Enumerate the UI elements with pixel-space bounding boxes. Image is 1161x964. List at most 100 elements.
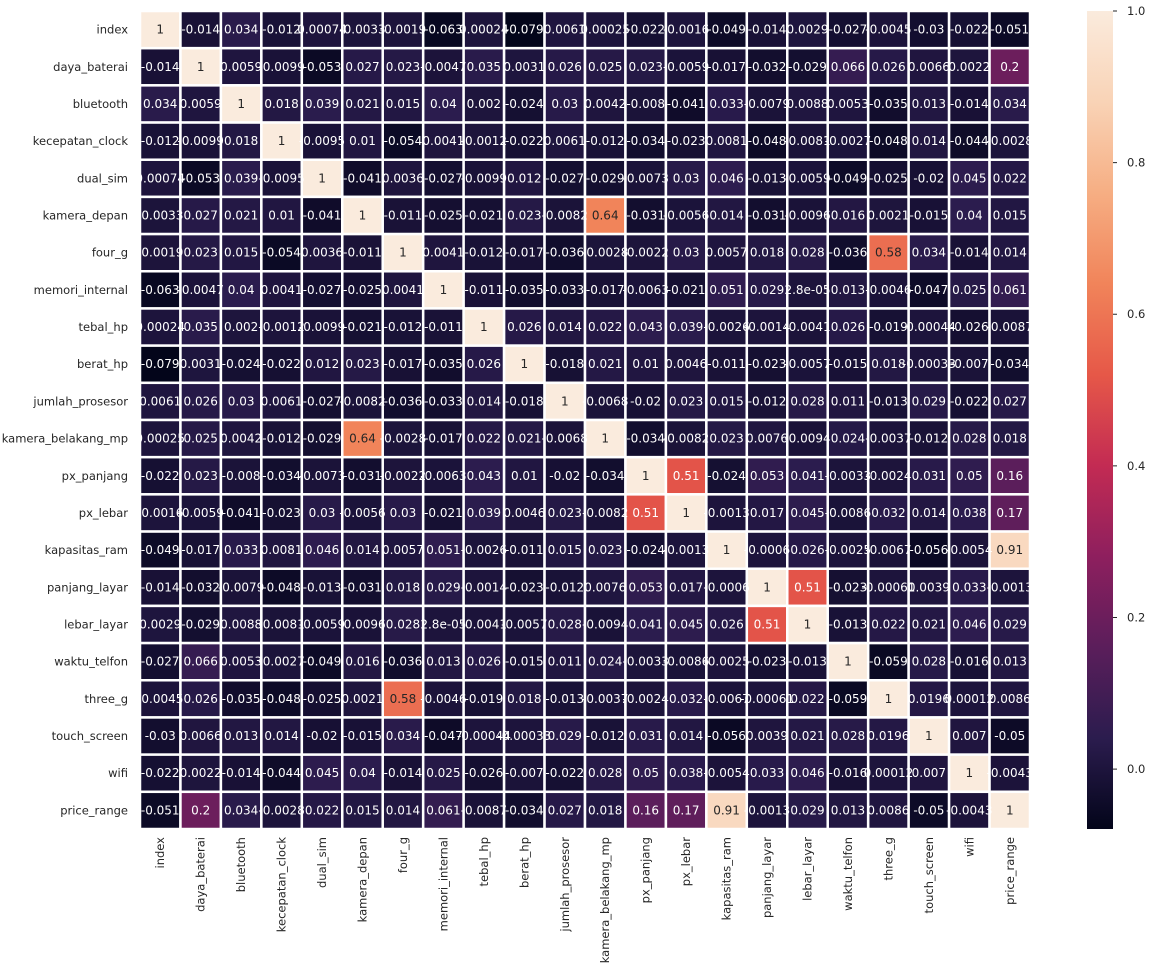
cell-annotation: -0.0022	[380, 469, 426, 483]
x-tick-label: dual_sim	[315, 837, 329, 888]
heatmap-cell	[421, 790, 465, 831]
cell-annotation: -0.048	[262, 692, 301, 706]
cell-annotation: -0.0057	[501, 618, 547, 632]
cell-annotation: -0.022	[950, 394, 989, 408]
heatmap-cell	[866, 641, 910, 682]
heatmap-cell	[826, 530, 870, 570]
cell-annotation: -0.034	[586, 469, 625, 483]
cell-annotation: 0.029	[790, 803, 824, 817]
cell-annotation: -0.059	[829, 692, 868, 706]
cell-annotation: 0.03	[673, 246, 700, 260]
heatmap-cell	[745, 716, 789, 756]
colorbar: 0.0 0.2 0.4 0.6 0.8 1.0	[1087, 4, 1145, 829]
cell-annotation: -0.023	[748, 357, 787, 371]
cell-annotation: 1	[359, 209, 367, 223]
cell-annotation: -0.05	[994, 729, 1025, 743]
heatmap-cell	[705, 530, 749, 570]
cell-annotation: -0.013	[869, 394, 908, 408]
colorbar-tick-label: 1.0	[1127, 4, 1145, 18]
cell-annotation: 0.023	[507, 209, 541, 223]
heatmap-cell	[543, 307, 587, 347]
cell-annotation: -0.027	[424, 171, 463, 185]
heatmap-cell	[664, 493, 708, 533]
cell-annotation: -0.0016	[137, 506, 183, 520]
cell-annotation: 0.033	[750, 766, 784, 780]
cell-annotation: -0.023	[667, 134, 706, 148]
heatmap-cell	[786, 493, 829, 533]
cell-annotation: 1	[237, 97, 245, 111]
cell-annotation: -0.007	[505, 766, 544, 780]
cell-annotation: -0.014	[748, 23, 787, 37]
heatmap-cell	[300, 679, 344, 719]
heatmap-cell	[300, 567, 344, 608]
y-tick-label: daya_baterai	[53, 60, 128, 74]
x-tick-label: three_g	[881, 837, 895, 880]
cell-annotation: -0.0027	[825, 134, 871, 148]
cell-annotation: -0.00033	[497, 729, 551, 743]
cell-annotation: -0.0094	[784, 432, 830, 446]
cell-annotation: 0.028	[790, 246, 824, 260]
cell-annotation: 0.0059	[180, 97, 222, 111]
cell-annotation: -0.0026	[703, 320, 749, 334]
cell-annotation: -0.025	[869, 171, 908, 185]
cell-annotation: -0.012	[545, 580, 584, 594]
cell-annotation: 0.0061	[544, 134, 586, 148]
cell-annotation: 0.013	[831, 803, 865, 817]
heatmap-cell	[988, 567, 1032, 608]
heatmap-cell	[421, 530, 465, 570]
cell-annotation: 0.028	[790, 394, 824, 408]
cell-annotation: 0.046	[709, 171, 743, 185]
cell-annotation: -0.013	[788, 655, 827, 669]
cell-annotation: 0.002	[467, 97, 501, 111]
cell-annotation: -0.026	[465, 766, 504, 780]
cell-annotation: -0.012	[586, 134, 625, 148]
heatmap-cell	[260, 84, 304, 124]
cell-annotation: -0.079	[505, 23, 544, 37]
cell-annotation: -0.021	[465, 209, 504, 223]
cell-annotation: -0.044	[950, 134, 989, 148]
heatmap-cell	[421, 418, 465, 459]
y-tick-label: bluetooth	[73, 97, 128, 111]
cell-annotation: -0.0026	[461, 543, 507, 557]
cell-annotation: -0.0041	[461, 618, 507, 632]
cell-annotation: -0.031	[626, 209, 665, 223]
heatmap-cell	[421, 344, 465, 385]
cell-annotation: -0.015	[829, 357, 868, 371]
cell-annotation: -0.0028	[380, 432, 426, 446]
heatmap-cell	[543, 493, 587, 533]
heatmap-cell	[341, 567, 384, 608]
y-tick-label: kapasitas_ram	[45, 543, 128, 557]
cell-annotation: -0.0099	[299, 320, 345, 334]
cell-annotation: -0.036	[545, 246, 584, 260]
cell-annotation: -0.014	[181, 23, 220, 37]
heatmap-cell	[138, 381, 182, 422]
cell-annotation: -0.035	[869, 97, 908, 111]
cell-annotation: -0.049	[141, 543, 180, 557]
heatmap-cell	[786, 232, 829, 273]
cell-annotation: 0.58	[875, 246, 902, 260]
cell-annotation: 0.0196	[908, 692, 950, 706]
heatmap-cell	[502, 158, 546, 199]
cell-annotation: -0.012	[384, 320, 423, 334]
cell-annotation: 0.043	[629, 320, 663, 334]
cell-annotation: 0.033	[952, 580, 986, 594]
cell-annotation: 0.028	[831, 729, 865, 743]
cell-annotation: -0.054	[384, 134, 423, 148]
cell-annotation: 1	[399, 246, 407, 260]
cell-annotation: 0.91	[996, 543, 1023, 557]
heatmap-cell	[583, 381, 627, 422]
cell-annotation: -0.014	[141, 580, 180, 594]
cell-annotation: -0.044	[262, 766, 301, 780]
cell-annotation: -0.008	[222, 469, 261, 483]
cell-annotation: -0.022	[141, 766, 180, 780]
heatmap-cell	[745, 195, 789, 236]
cell-annotation: 1	[885, 692, 893, 706]
cell-annotation: -0.049	[707, 23, 746, 37]
cell-annotation: 0.0036	[301, 246, 343, 260]
cell-annotation: 0.012	[507, 171, 541, 185]
cell-annotation: -0.033	[424, 394, 463, 408]
heatmap-cell	[300, 381, 344, 422]
cell-annotation: 0.034	[224, 803, 258, 817]
heatmap-cell	[543, 790, 587, 831]
cell-annotation: 0.05	[632, 766, 659, 780]
